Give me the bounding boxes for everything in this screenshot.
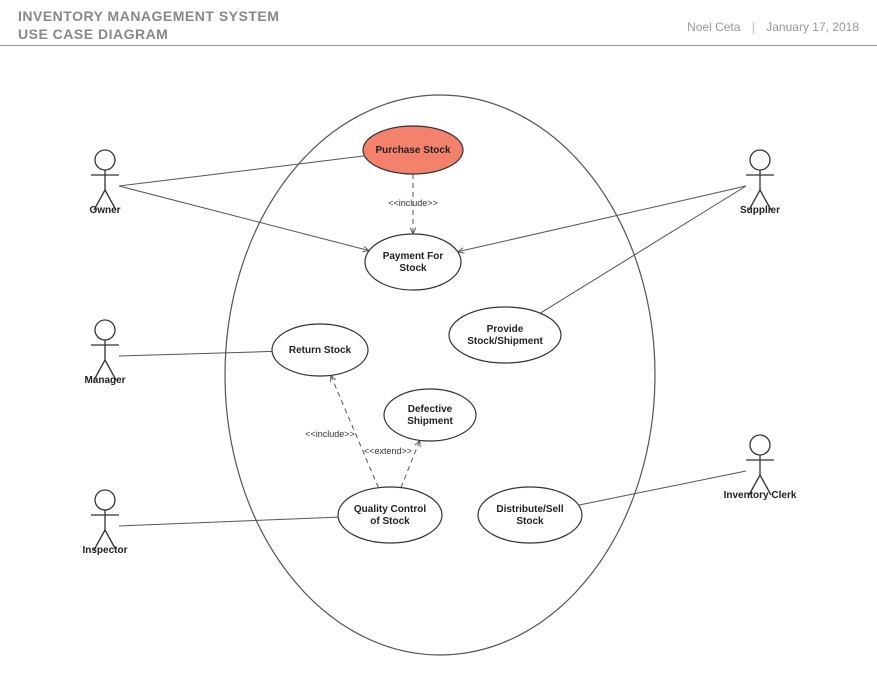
usecase-provide	[449, 307, 561, 363]
association-owner-purchase	[119, 156, 365, 186]
association-manager-return	[119, 351, 272, 356]
diagram-svg	[0, 0, 877, 679]
usecase-quality	[338, 487, 442, 543]
actor-clerk	[746, 435, 774, 495]
dependency-quality-return	[331, 375, 379, 487]
diagram-canvas: <<include>><<include>><<extend>>Purchase…	[0, 0, 877, 679]
association-owner-payment	[119, 186, 369, 251]
association-supplier-provide	[540, 186, 746, 313]
usecase-payment	[365, 234, 461, 290]
dependency-quality-defective	[401, 440, 420, 487]
actor-supplier	[746, 150, 774, 210]
actor-owner	[91, 150, 119, 210]
association-inspector-quality	[119, 517, 338, 526]
usecase-purchase	[363, 126, 463, 174]
usecase-distribute	[478, 487, 582, 543]
usecase-defective	[384, 389, 476, 441]
association-clerk-distribute	[579, 471, 746, 505]
actor-inspector	[91, 490, 119, 550]
system-boundary	[225, 95, 655, 655]
association-supplier-payment	[458, 186, 746, 252]
usecase-return	[272, 324, 368, 376]
actor-manager	[91, 320, 119, 380]
